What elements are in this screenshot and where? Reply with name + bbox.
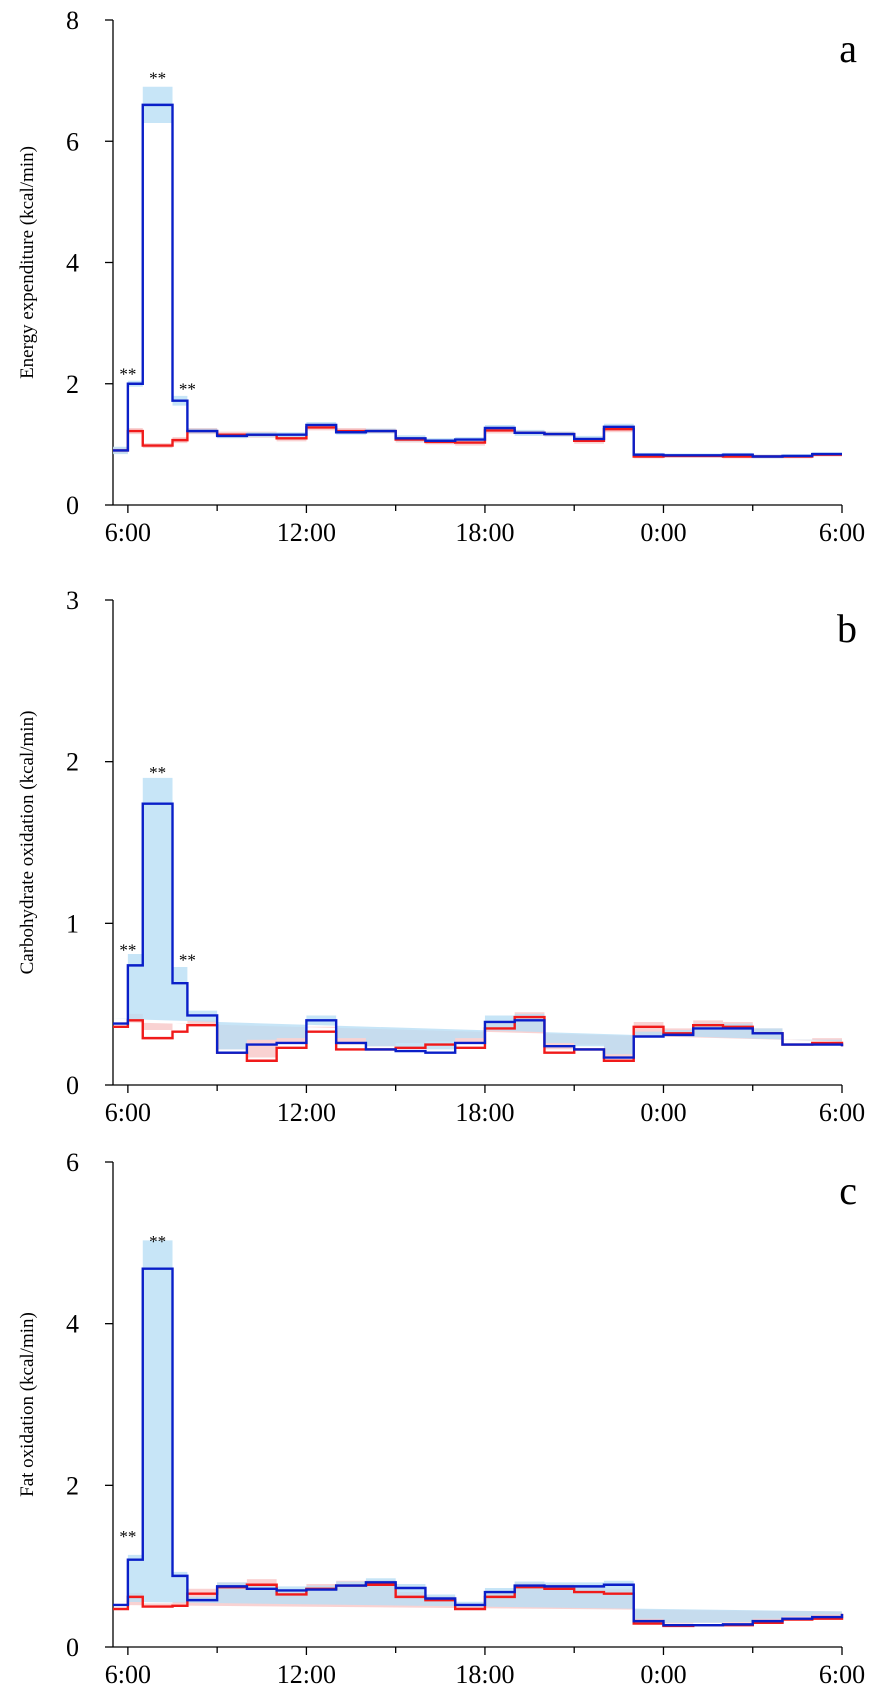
- y-tick-label: 4: [66, 1310, 79, 1339]
- significance-marker: **: [179, 950, 196, 969]
- panel-label: a: [839, 26, 857, 71]
- panel-label: b: [837, 606, 857, 651]
- y-tick-label: 0: [66, 1633, 79, 1662]
- y-tick-label: 8: [66, 6, 79, 35]
- significance-marker: **: [149, 69, 166, 88]
- x-tick-label: 18:00: [455, 1660, 514, 1689]
- series-blue-band: [113, 1240, 842, 1623]
- x-tick-label: 0:00: [640, 1098, 686, 1127]
- panel-label: c: [839, 1168, 857, 1213]
- x-tick-label: 12:00: [277, 518, 336, 547]
- series-blue-line: [113, 1267, 844, 1627]
- series-red-line: [113, 1015, 844, 1062]
- panel-b: 0 1 2 3 6:00 12:00 18:00 0:00 6:00 Carbohydrate o…: [17, 586, 865, 1127]
- x-tick-label: 6:00: [819, 1660, 865, 1689]
- y-tick-label: 2: [66, 370, 79, 399]
- x-tick-label: 0:00: [640, 518, 686, 547]
- y-tick-label: 6: [66, 127, 79, 156]
- significance-marker: **: [119, 941, 136, 960]
- x-tick-label: 0:00: [640, 1660, 686, 1689]
- y-tick-label: 1: [66, 909, 79, 938]
- y-tick-label: 0: [66, 491, 79, 520]
- y-axis-label: Carbohydrate oxidation (kcal/min): [17, 711, 38, 975]
- panel-c: 0 2 4 6 6:00 12:00 18:00 0:00 6:00 Fat oxidation …: [17, 1148, 865, 1689]
- x-tick-label: 18:00: [455, 1098, 514, 1127]
- x-tick-label: 6:00: [819, 1098, 865, 1127]
- x-tick-label: 12:00: [277, 1098, 336, 1127]
- x-tick-label: 12:00: [277, 1660, 336, 1689]
- series-blue-band: [113, 86, 842, 459]
- y-tick-label: 4: [66, 249, 79, 278]
- y-tick-label: 0: [66, 1071, 79, 1100]
- significance-marker: **: [149, 763, 166, 782]
- significance-marker: **: [149, 1232, 166, 1251]
- significance-marker: **: [119, 1527, 136, 1546]
- y-tick-label: 2: [66, 748, 79, 777]
- y-axis-label: Energy expenditure (kcal/min): [17, 146, 38, 379]
- series-blue-band: [113, 777, 842, 1055]
- x-tick-label: 6:00: [105, 1660, 151, 1689]
- significance-marker: **: [179, 380, 196, 399]
- significance-marker: **: [119, 365, 136, 384]
- series-blue-line: [113, 103, 842, 458]
- panel-a: 0 2 4 6 8 6:00 12:00 18:00 0:00 6:00 Energy expend…: [17, 6, 865, 547]
- y-tick-label: 6: [66, 1148, 79, 1177]
- x-tick-label: 18:00: [455, 518, 514, 547]
- x-tick-label: 6:00: [819, 518, 865, 547]
- y-axis-label: Fat oxidation (kcal/min): [17, 1312, 38, 1497]
- y-tick-label: 3: [66, 586, 79, 615]
- x-tick-label: 6:00: [105, 518, 151, 547]
- y-tick-label: 2: [66, 1471, 79, 1500]
- series-blue-line: [113, 802, 844, 1059]
- x-tick-label: 6:00: [105, 1098, 151, 1127]
